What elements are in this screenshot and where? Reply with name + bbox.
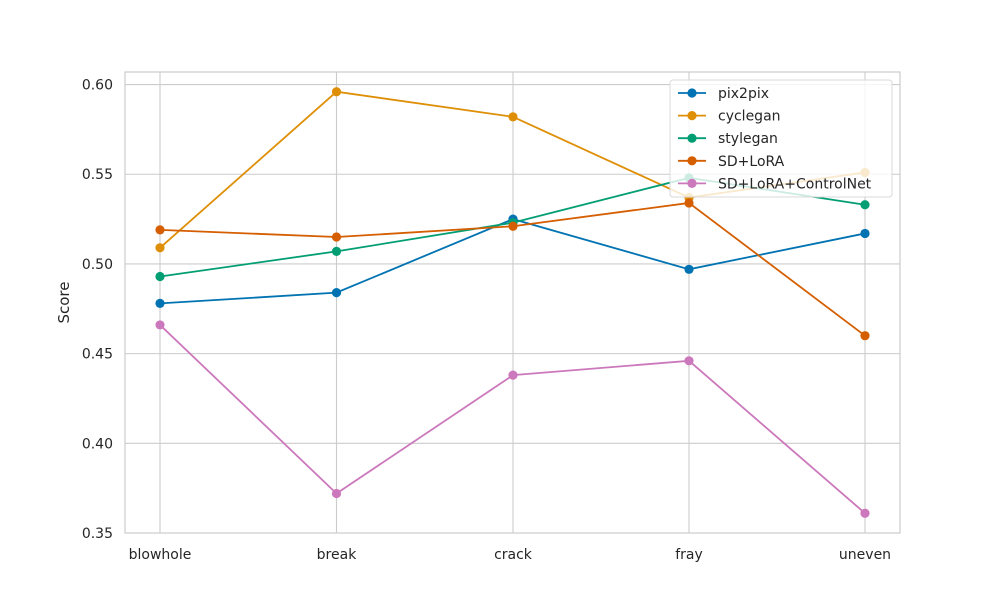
data-point <box>331 488 342 499</box>
data-point <box>860 228 870 239</box>
x-tick-label: blowhole <box>129 547 192 563</box>
x-axis-ticks: blowhole break crack fray uneven <box>129 547 891 563</box>
plot-frame <box>124 71 901 534</box>
y-tick-label: 0.50 <box>82 257 113 273</box>
y-tick-label: 0.35 <box>82 526 113 542</box>
series <box>155 87 870 518</box>
data-point <box>508 221 518 231</box>
data-point <box>155 298 165 308</box>
grid <box>125 72 900 534</box>
legend-marker <box>687 133 697 143</box>
data-point <box>684 198 694 208</box>
x-tick-label: crack <box>494 547 533 563</box>
legend-item: pix2pix <box>678 86 769 102</box>
data-point <box>331 246 342 256</box>
y-axis-label: Score <box>55 281 73 323</box>
legend-marker <box>687 111 697 121</box>
legend-marker <box>687 88 697 98</box>
x-tick-label: fray <box>675 547 703 563</box>
legend-label: stylegan <box>718 131 778 147</box>
data-point <box>331 232 342 242</box>
data-point <box>684 356 694 366</box>
data-point <box>684 264 694 274</box>
y-tick-label: 0.55 <box>82 167 113 183</box>
data-point <box>860 331 870 341</box>
data-point <box>331 87 342 97</box>
data-point <box>155 320 165 330</box>
legend-marker <box>687 178 697 188</box>
x-tick-label: break <box>317 547 358 563</box>
data-point <box>155 225 165 235</box>
series-sd-lora <box>155 198 870 341</box>
data-point <box>155 271 165 282</box>
legend-marker <box>687 156 697 166</box>
legend-item: SD+LoRA+ControlNet <box>678 176 872 192</box>
y-tick-label: 0.60 <box>82 78 113 94</box>
legend-label: cyclegan <box>718 109 781 125</box>
legend-item: stylegan <box>678 131 778 147</box>
legend-label: pix2pix <box>718 86 769 102</box>
legend-box <box>669 79 893 198</box>
x-tick-label: uneven <box>839 547 891 563</box>
legend-label: SD+LoRA <box>718 154 785 170</box>
legend-item: cyclegan <box>678 109 781 125</box>
y-tick-label: 0.45 <box>82 347 113 363</box>
y-tick-label: 0.40 <box>82 436 113 452</box>
data-point <box>860 508 870 518</box>
legend-label: SD+LoRA+ControlNet <box>718 176 872 192</box>
legend: pix2pix cyclegan stylegan SD+LoRA SD+LoRA+Co… <box>669 79 893 198</box>
data-point <box>508 112 518 122</box>
data-point <box>860 200 870 210</box>
legend-item: SD+LoRA <box>678 154 785 170</box>
data-point <box>331 288 342 298</box>
series-sd-lora-controlnet <box>155 320 870 518</box>
data-point <box>508 370 518 380</box>
y-axis-ticks: 0.35 0.40 0.45 0.50 0.55 0.60 <box>82 78 113 542</box>
data-point <box>155 243 165 253</box>
